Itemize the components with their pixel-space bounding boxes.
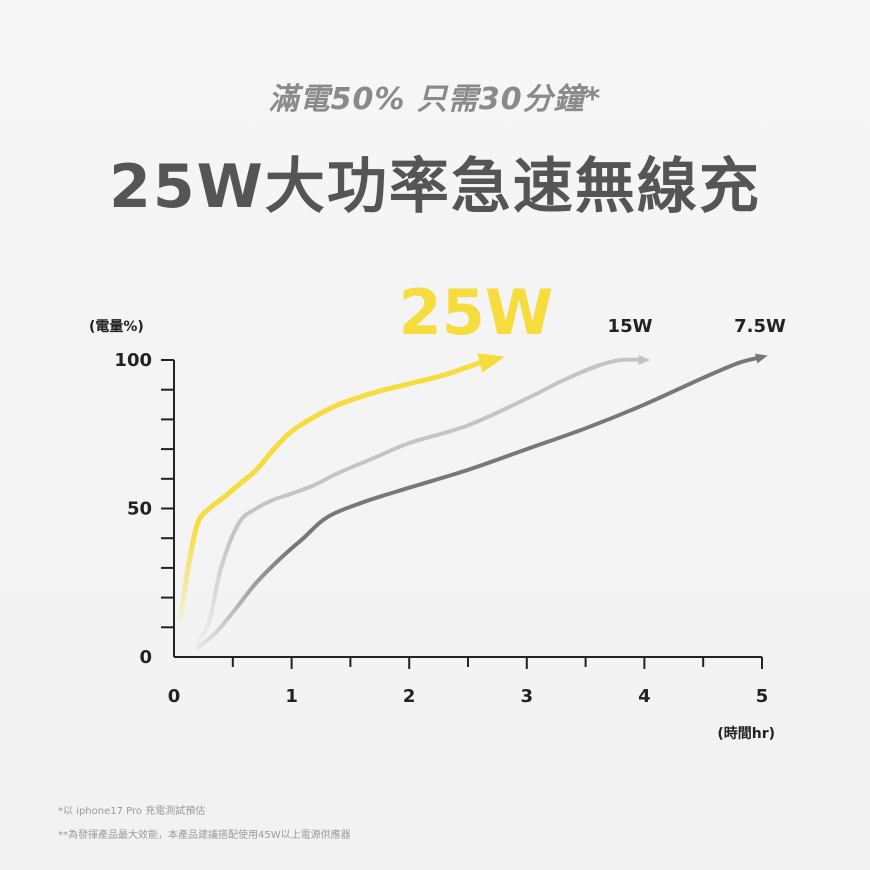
x-tick-label: 0 xyxy=(168,686,181,707)
series-arrow-icon xyxy=(477,353,506,373)
subtitle: 滿電50% 只需30分鐘* xyxy=(268,82,602,117)
series-line-25W xyxy=(177,357,495,624)
series-label-7_5W: 7.5W xyxy=(734,316,786,337)
series-label-25W: 25W xyxy=(399,276,554,349)
y-tick-label: 50 xyxy=(127,499,152,520)
footnote-2: **為發揮產品最大效能，本產品建議搭配使用45W以上電源供應器 xyxy=(58,830,351,841)
y-tick-label: 0 xyxy=(139,647,152,668)
page-title: 25W大功率急速無線充 xyxy=(109,152,761,222)
footnote-1: *以 iphone17 Pro 充電測試預估 xyxy=(58,806,206,817)
series-arrow-icon xyxy=(638,355,651,365)
series-line-7_5W xyxy=(195,355,764,651)
y-tick-label: 100 xyxy=(114,350,152,371)
x-tick-label: 5 xyxy=(756,686,769,707)
x-tick-label: 4 xyxy=(638,686,651,707)
series-arrow-icon xyxy=(754,353,768,364)
x-tick-label: 3 xyxy=(521,686,534,707)
x-axis-label: (時間hr) xyxy=(717,725,775,742)
chart-series xyxy=(177,353,768,651)
x-tick-label: 2 xyxy=(403,686,416,707)
chart-axes xyxy=(161,359,763,669)
x-tick-label: 1 xyxy=(285,686,298,707)
y-axis-label: (電量%) xyxy=(89,318,144,335)
series-label-15W: 15W xyxy=(608,316,653,337)
series-line-15W xyxy=(195,357,647,645)
